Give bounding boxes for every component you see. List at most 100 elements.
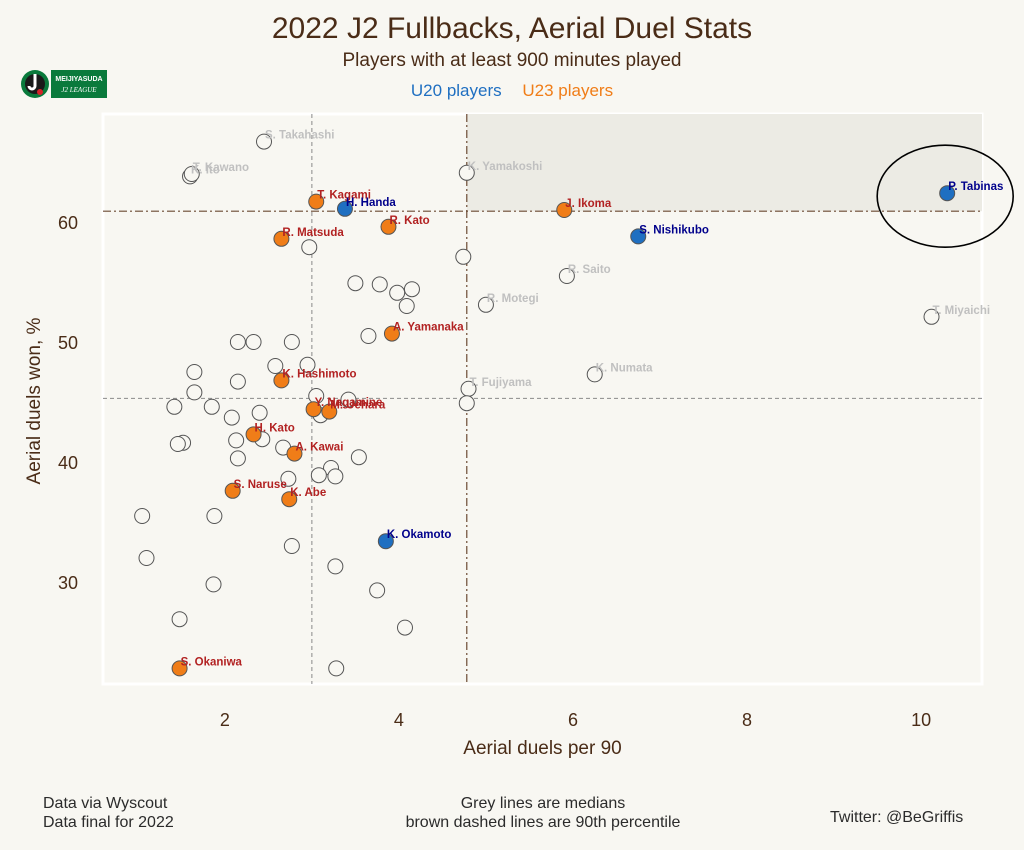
data-point-unlabeled [245, 334, 262, 350]
point-label-s-takahashi: S. Takahashi [265, 130, 334, 142]
data-point-h-kato [245, 426, 262, 443]
legend-u20: U20 players [410, 81, 502, 100]
data-point-unlabeled [398, 298, 415, 314]
x-tick-label-6: 6 [568, 710, 578, 730]
point-label-a-yamanaka: A. Yamanaka [393, 322, 464, 334]
data-point-r-motegi [477, 296, 494, 313]
data-point-r-saito [558, 268, 575, 284]
data-point-unlabeled [228, 432, 245, 449]
point-label-s-nishikubo: S. Nishikubo [639, 224, 709, 236]
data-point-unlabeled [206, 508, 223, 524]
data-point-h-handa [336, 200, 353, 217]
x-tick-label-10: 10 [911, 710, 931, 730]
point-label-t-kawano: T. Kawano [193, 162, 249, 174]
data-point-unlabeled [310, 467, 327, 484]
footer-note-line2: brown dashed lines are 90th percentile [405, 814, 681, 831]
y-tick-label-60: 60 [58, 213, 78, 233]
data-point-unlabeled [169, 436, 186, 452]
data-point-unlabeled [267, 358, 284, 374]
data-point-unlabeled [455, 248, 472, 265]
point-label-t-kagami: T. Kagami [317, 190, 371, 202]
data-point-t-kagami [308, 193, 325, 210]
data-point-a-kawai [286, 445, 303, 462]
data-point-unlabeled [360, 328, 377, 344]
point-label-s-okaniwa: S. Okaniwa [181, 656, 243, 668]
data-point-unlabeled [283, 538, 300, 554]
point-label-p-tabinas: P. Tabinas [948, 181, 1003, 193]
y-tick-label-30: 30 [58, 573, 78, 593]
data-point-s-nishikubo [630, 228, 647, 245]
data-point-unlabeled [301, 239, 318, 256]
data-point-unlabeled [328, 660, 345, 677]
data-point-unlabeled [396, 619, 413, 636]
data-point-k-hashimoto [273, 372, 290, 389]
data-point-unlabeled [186, 364, 203, 380]
data-point-unlabeled [166, 398, 183, 415]
data-point-unlabeled [280, 470, 297, 487]
data-point-unlabeled [340, 391, 357, 408]
data-point-unlabeled [229, 373, 246, 390]
data-point-unlabeled [134, 508, 151, 524]
data-point-unlabeled [458, 395, 475, 412]
data-point-s-naruse [224, 482, 241, 499]
footer-source-line1: Data via Wyscout [43, 795, 168, 812]
chart-subtitle: Players with at least 900 minutes played [342, 50, 682, 71]
j2-league-logo: MEIJIYASUDA J2 LEAGUE [18, 66, 109, 102]
data-point-unlabeled [350, 449, 367, 466]
data-point-j-ikoma [556, 202, 573, 218]
data-point-unlabeled [251, 404, 268, 421]
data-point-unlabeled [223, 409, 240, 426]
footer-source-line2: Data final for 2022 [43, 814, 174, 831]
point-label-k-abe: K. Abe [290, 487, 326, 499]
data-point-unlabeled [229, 334, 246, 350]
point-label-k-ito: K. Ito [191, 164, 220, 176]
data-point-unlabeled [171, 611, 188, 628]
footer-credit: Twitter: @BeGriffis [830, 809, 964, 826]
data-point-k-okamoto [377, 533, 394, 550]
point-label-h-handa: H. Handa [346, 197, 396, 209]
point-label-k-okamoto: K. Okamoto [387, 529, 452, 541]
data-point-a-yamanaka [383, 325, 400, 342]
data-point-k-numata [586, 366, 603, 383]
legend: U20 players U23 players [0, 81, 1024, 101]
point-label-t-miyaichi: T. Miyaichi [933, 305, 991, 317]
data-point-unlabeled [138, 550, 155, 566]
data-point-unlabeled [327, 558, 344, 575]
data-point-unlabeled [347, 275, 364, 292]
data-point-unlabeled [389, 284, 406, 301]
point-label-k-hashimoto: K. Hashimoto [282, 368, 356, 380]
point-label-a-kawai: A. Kawai [295, 442, 343, 454]
point-label-m-uehara: M. Uehara [330, 400, 386, 412]
data-point-t-kawano [183, 166, 200, 182]
point-label-r-motegi: R. Motegi [487, 293, 539, 305]
data-point-s-takahashi [256, 133, 273, 150]
data-point-r-kato [380, 218, 397, 235]
x-axis-label: Aerial duels per 90 [463, 738, 621, 759]
x-tick-label-4: 4 [394, 710, 404, 730]
data-point-unlabeled [369, 582, 386, 599]
footer-note-line1: Grey lines are medians [460, 795, 626, 812]
logo-text-line1: MEIJIYASUDA [55, 76, 102, 83]
data-point-y-nagamine [305, 401, 322, 418]
data-point-unlabeled [403, 281, 420, 298]
highlight-region [466, 114, 982, 212]
point-label-r-matsuda: R. Matsuda [282, 227, 344, 239]
highlight-circle [876, 144, 1014, 248]
data-point-r-matsuda [273, 230, 290, 247]
point-label-r-kato: R. Kato [389, 215, 429, 227]
point-label-h-kato: H. Kato [255, 422, 295, 434]
point-label-t-fujiyama: T. Fujiyama [470, 377, 533, 389]
data-point-k-abe [281, 491, 298, 508]
point-label-k-yamakoshi: K. Yamakoshi [468, 161, 543, 173]
y-tick-label-50: 50 [58, 333, 78, 353]
point-label-r-saito: R. Saito [568, 264, 611, 276]
y-tick-label-40: 40 [58, 453, 78, 473]
data-point-t-miyaichi [923, 308, 940, 325]
data-point-m-uehara [321, 403, 338, 420]
data-point-unlabeled [186, 384, 203, 401]
y-axis-label: Aerial duels won, % [24, 317, 45, 484]
legend-u23: U23 players [522, 81, 614, 100]
data-point-unlabeled [371, 276, 388, 293]
footer-source: Data via Wyscout Data final for 2022 [43, 794, 174, 832]
